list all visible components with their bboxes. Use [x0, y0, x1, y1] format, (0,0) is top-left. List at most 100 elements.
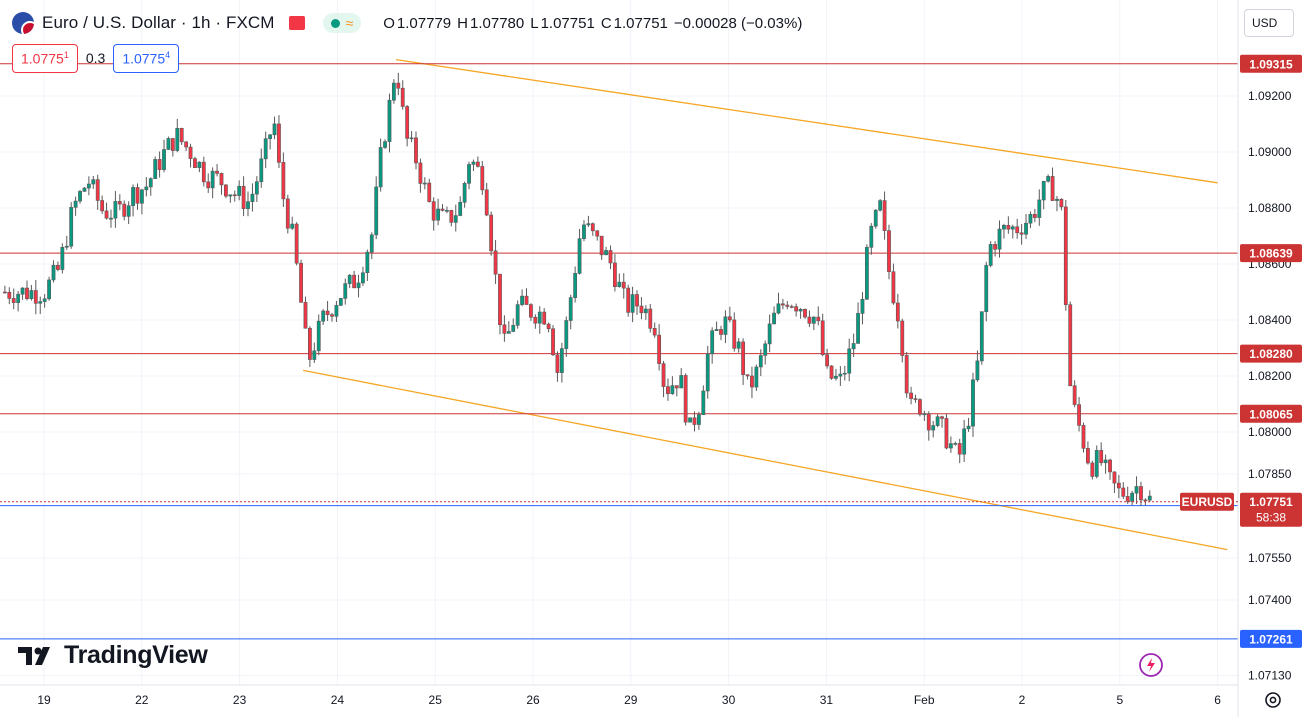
- candle-body: [467, 164, 471, 184]
- candle-body: [1055, 198, 1059, 201]
- candle-body: [1143, 499, 1148, 502]
- ohlc-change: −0.00028 (−0.03%): [673, 14, 803, 32]
- candle-body: [869, 225, 874, 248]
- candle-body: [887, 230, 891, 273]
- candle-body: [64, 245, 69, 248]
- candle-body: [2, 291, 7, 294]
- candle-body: [966, 425, 971, 430]
- currency-flag-icon: [12, 12, 34, 34]
- symbol-title[interactable]: Euro / U.S. Dollar · 1h · FXCM: [42, 13, 275, 32]
- candle-body: [940, 416, 944, 419]
- candle-body: [1081, 425, 1086, 449]
- candle-body: [277, 123, 281, 163]
- candle-body: [657, 334, 662, 364]
- candle-body: [453, 215, 458, 223]
- candle-body: [825, 354, 830, 367]
- candle-body: [325, 310, 330, 315]
- ohlc-high-value: 1.07780: [470, 14, 525, 32]
- currency-select[interactable]: USD: [1244, 9, 1294, 37]
- candle-body: [268, 134, 273, 139]
- candle-body: [42, 298, 47, 302]
- candle-body: [626, 287, 631, 313]
- candle-body: [515, 304, 520, 326]
- candle-body: [613, 262, 617, 288]
- candle-body: [599, 235, 604, 256]
- candle-body: [427, 182, 432, 202]
- candle-body: [666, 386, 670, 395]
- candle-body: [104, 210, 109, 219]
- level-tag: [1240, 344, 1302, 363]
- data-status-pill[interactable]: ≈: [322, 13, 362, 33]
- candle-body: [82, 187, 87, 192]
- lightning-alert-icon[interactable]: [1136, 650, 1166, 680]
- level-tag-label: 1.08639: [1249, 247, 1293, 261]
- candle-body: [586, 223, 591, 226]
- candle-body: [1041, 180, 1046, 201]
- y-tick-label: 1.08400: [1248, 313, 1292, 327]
- candle-body: [847, 348, 852, 374]
- candle-body: [210, 170, 215, 189]
- candle-body: [860, 298, 865, 314]
- candle-body: [1090, 462, 1095, 477]
- price-tags: 1.093151.086391.082801.080651.077371.072…: [0, 54, 1302, 648]
- candle-body: [551, 328, 555, 356]
- candle-body: [347, 274, 352, 284]
- candle-body: [529, 304, 533, 318]
- candle-body: [842, 372, 847, 375]
- ohlc-close-label: C: [600, 14, 612, 32]
- candle-body: [166, 138, 171, 150]
- candle-body: [878, 200, 883, 211]
- candle-body: [201, 161, 206, 183]
- candle-body: [745, 374, 750, 377]
- candle-body: [1019, 232, 1024, 235]
- sell-button[interactable]: 1.07751: [12, 44, 78, 73]
- candle-body: [38, 301, 43, 304]
- candle-body: [20, 287, 25, 295]
- candle-body: [1121, 487, 1126, 497]
- market-status-icon[interactable]: [288, 16, 305, 30]
- x-tick-label: 24: [331, 693, 345, 707]
- candle-body: [741, 341, 746, 375]
- candle-body: [953, 443, 958, 445]
- candle-body: [374, 186, 379, 236]
- candle-body: [701, 390, 706, 415]
- candle-body: [652, 328, 657, 336]
- settings-gear-icon[interactable]: [1262, 689, 1284, 711]
- candle-body: [913, 398, 918, 400]
- ohlc-open-label: O: [383, 14, 395, 32]
- candle-body: [51, 264, 56, 281]
- candle-body: [436, 208, 440, 221]
- candle-body: [206, 181, 211, 189]
- candle-body: [387, 99, 392, 142]
- candle-body: [555, 354, 560, 373]
- candle-body: [909, 392, 913, 399]
- candle-body: [140, 189, 144, 204]
- candle-body: [361, 272, 365, 284]
- candle-body: [957, 443, 962, 455]
- channel-line: [395, 58, 1218, 184]
- candle-body: [670, 385, 675, 395]
- candle-body: [1037, 199, 1042, 218]
- tradingview-brand: TradingView: [18, 641, 208, 670]
- candle-body: [798, 308, 803, 312]
- candle-body: [462, 183, 467, 203]
- x-tick-label: 22: [135, 693, 149, 707]
- buy-button[interactable]: 1.07754: [113, 44, 180, 73]
- x-tick-label: 26: [526, 693, 540, 707]
- grid-lines: [0, 0, 1238, 685]
- candle-body: [95, 179, 100, 201]
- candle-body: [391, 82, 396, 101]
- candle-body: [91, 179, 96, 185]
- candle-body: [679, 375, 684, 389]
- candle-body: [635, 294, 639, 307]
- candle-body: [122, 203, 127, 217]
- x-tick-label: 31: [820, 693, 834, 707]
- candle-body: [11, 298, 16, 303]
- candle-body: [188, 146, 193, 159]
- candle-body: [542, 311, 547, 325]
- y-tick-label: 1.07550: [1248, 551, 1292, 565]
- candle-body: [834, 375, 838, 379]
- candle-body: [568, 297, 573, 321]
